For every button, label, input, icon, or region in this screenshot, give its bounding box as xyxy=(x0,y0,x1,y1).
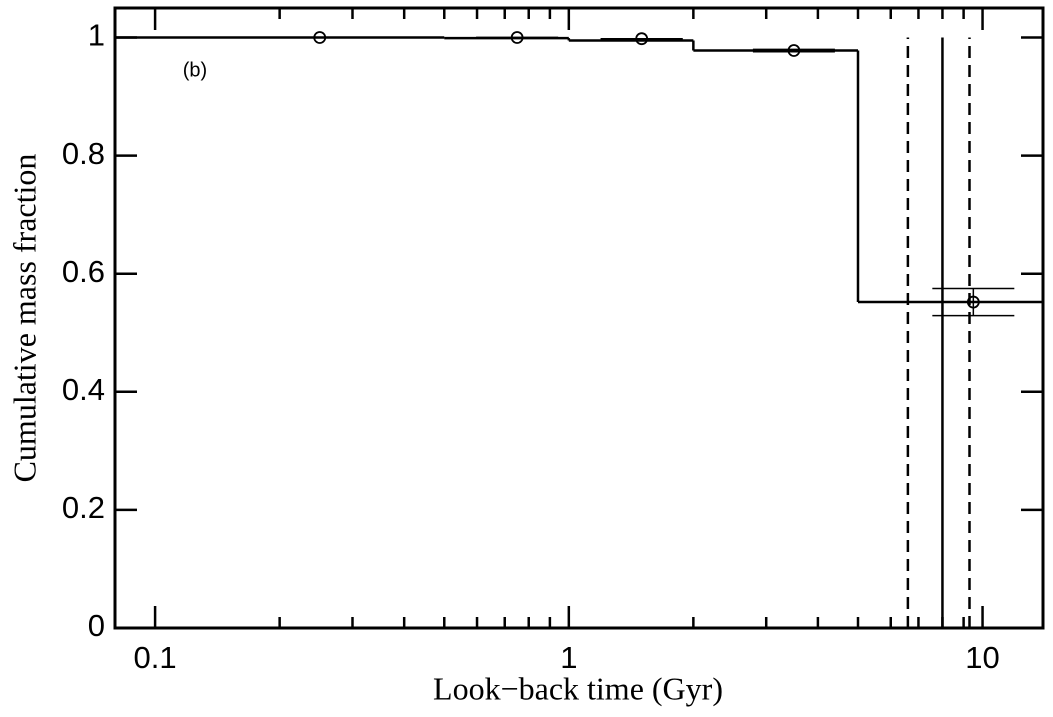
point xyxy=(313,31,327,44)
y-axis-label: Cumulative mass fraction xyxy=(6,154,42,483)
y-tick-label: 0.2 xyxy=(62,490,105,525)
y-tick-label: 0 xyxy=(88,608,105,643)
y-tick-label: 0.8 xyxy=(62,136,105,171)
plot-frame xyxy=(113,6,1045,630)
point xyxy=(510,31,524,44)
x-tick-label: 0.1 xyxy=(134,640,177,675)
x-tick-label: 10 xyxy=(965,640,999,675)
annotation: (b) xyxy=(183,59,207,81)
x-tick-label: 1 xyxy=(560,640,577,675)
y-tick-label: 1 xyxy=(88,18,105,53)
point xyxy=(635,32,649,46)
point xyxy=(787,44,801,57)
y-tick-label: 0.4 xyxy=(62,372,105,407)
y-tick-label: 0.6 xyxy=(62,254,105,289)
x-axis-label: Look−back time (Gyr) xyxy=(433,670,723,706)
point xyxy=(966,295,980,309)
